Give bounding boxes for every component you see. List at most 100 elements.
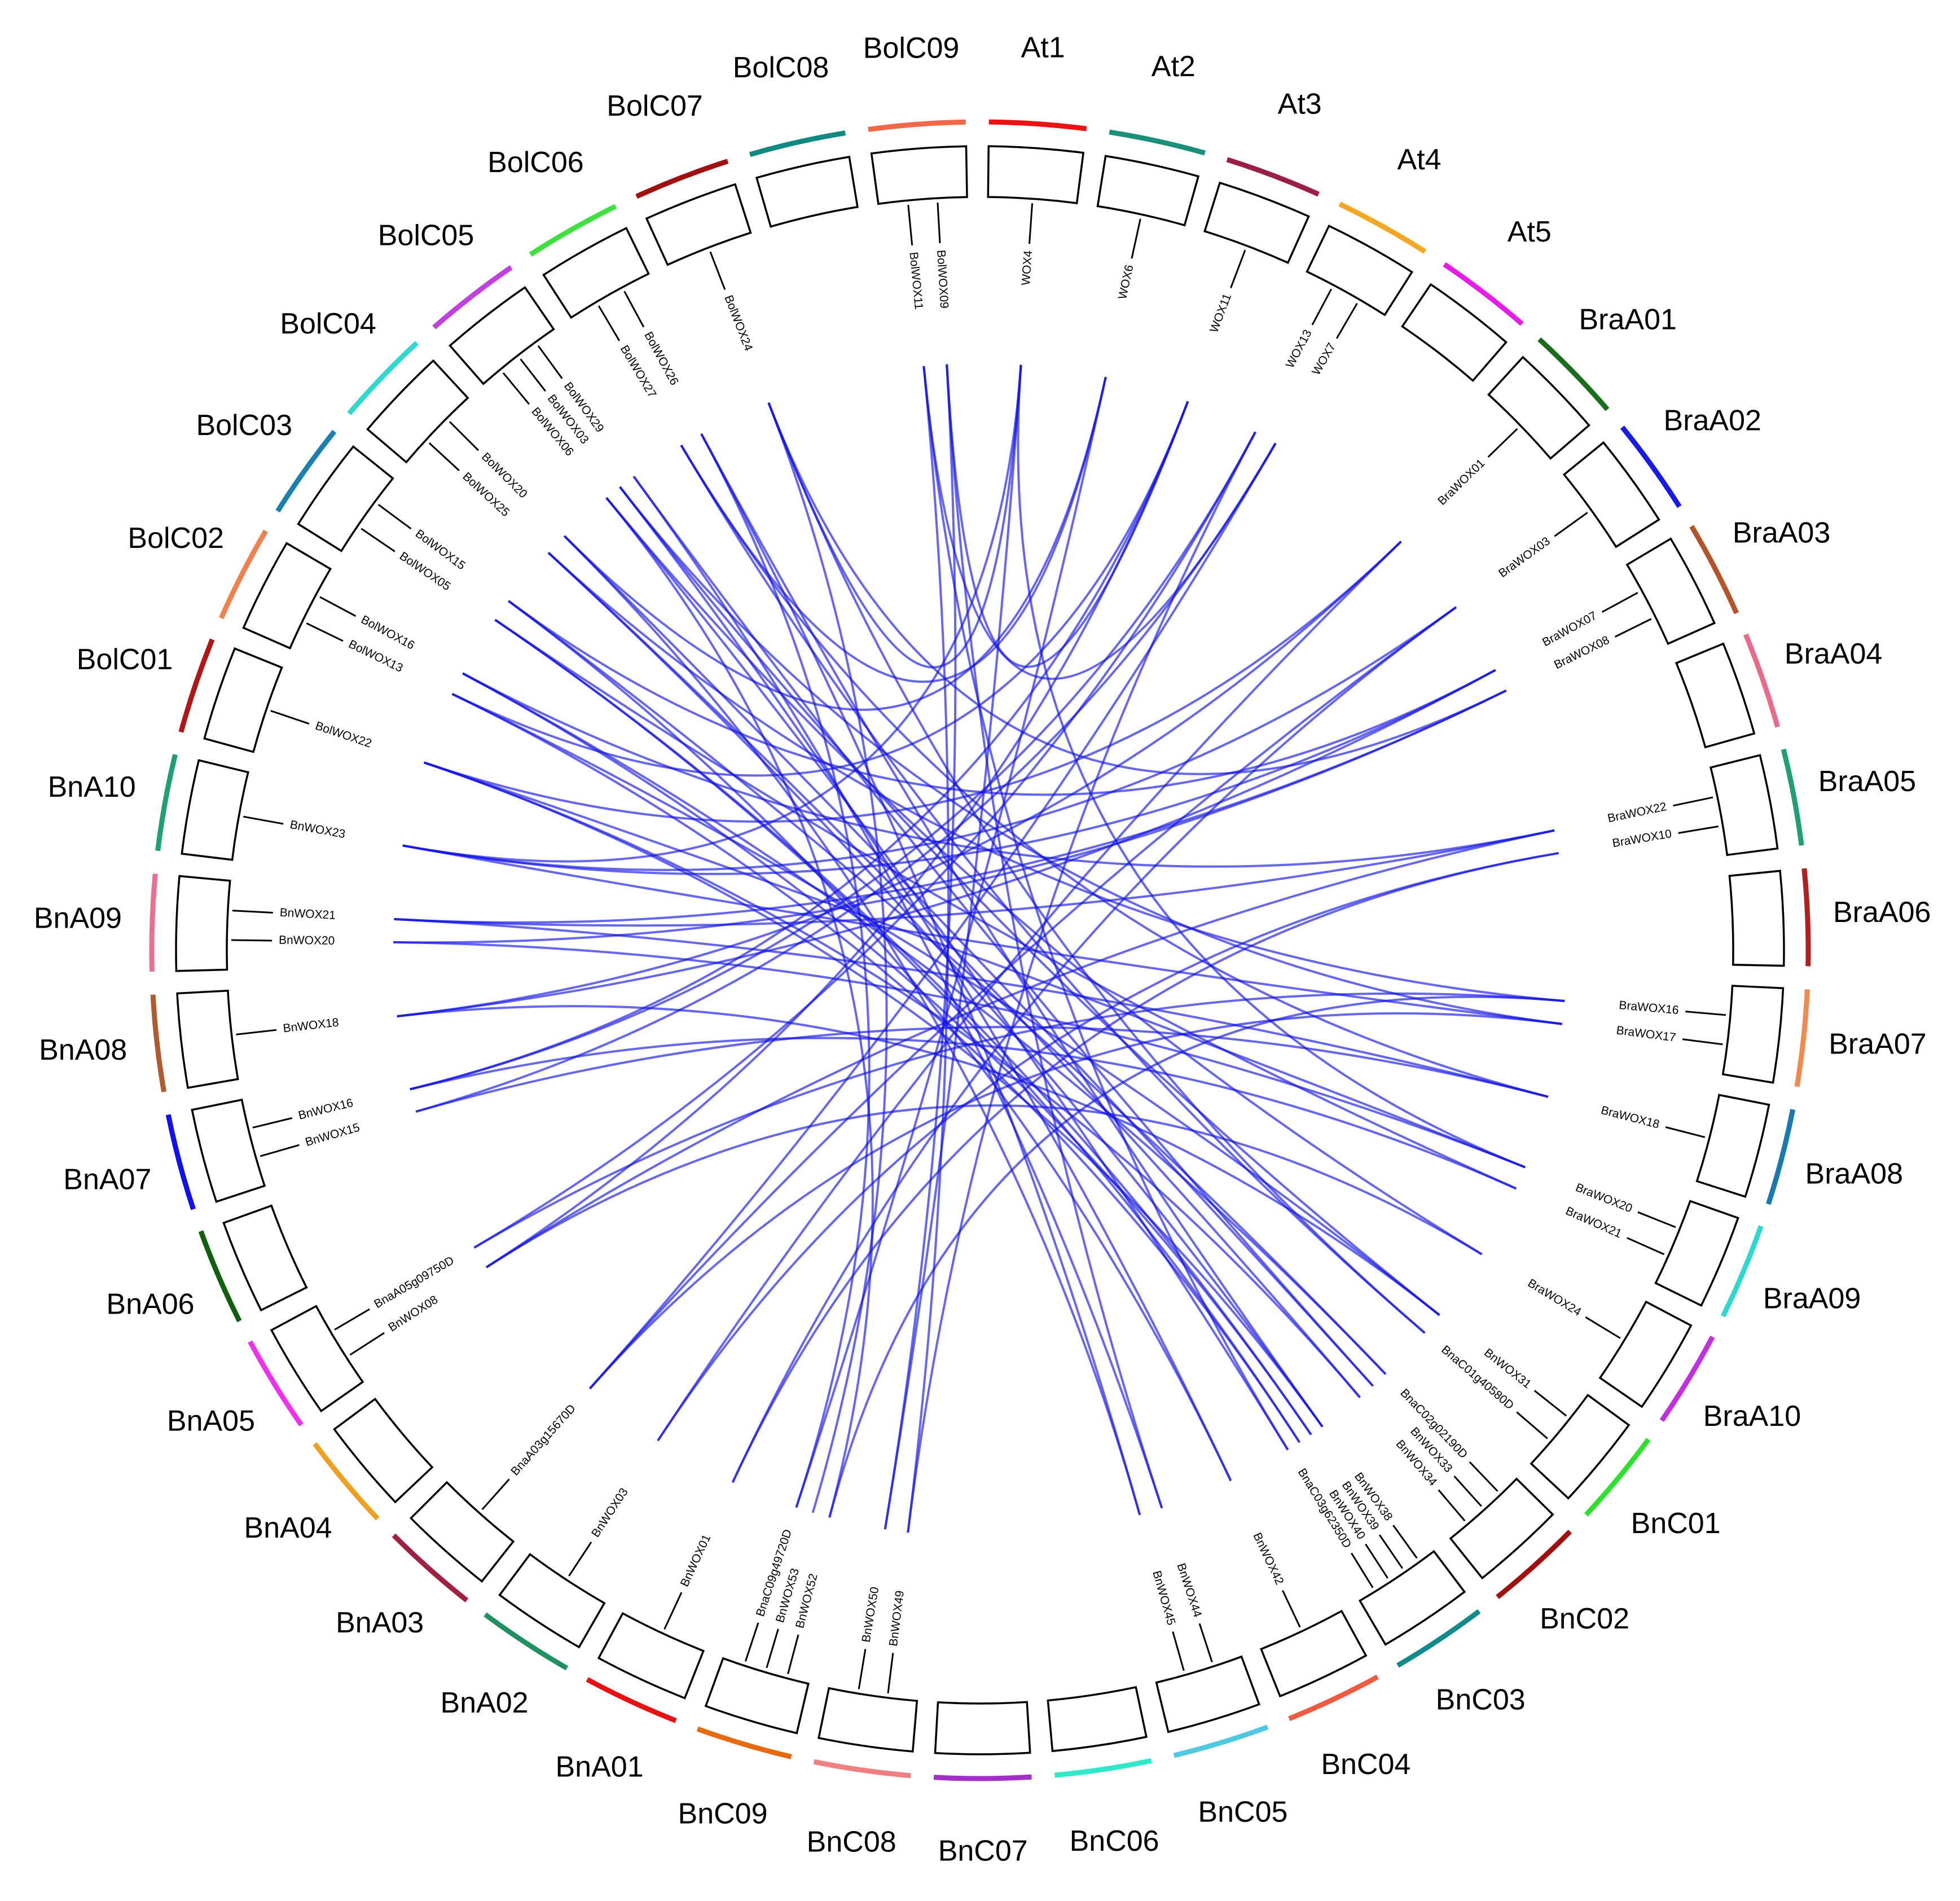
gene-leader [1172,1631,1185,1671]
chromosome-box [333,1397,434,1504]
chromosome-label: At3 [1278,87,1322,120]
chromosome-box [270,1305,364,1413]
link [700,433,1324,1428]
chromosome-color-arc [1781,748,1804,846]
gene-label: WOX4 [1019,250,1035,286]
chromosome-label: BnC01 [1631,1507,1721,1540]
chromosome-box [870,145,968,205]
gene-leader [236,1029,277,1035]
gene-leader [428,442,460,471]
link [767,402,888,1513]
chromosome-label: BraA01 [1579,303,1677,336]
chromosome-label: BnA05 [167,1405,255,1438]
gene-leader [1554,512,1588,537]
gene-leader [1601,592,1638,613]
gene-label: BnWOX23 [289,818,346,841]
gene-label: BnWOX16 [297,1096,354,1122]
chromosome-color-arc [1338,201,1427,254]
gene-leader [887,1653,894,1694]
chromosome-color-arc [1689,525,1739,614]
chromosome-box [1654,1200,1739,1307]
link [494,618,1312,1435]
gene-leader [306,622,344,642]
chromosome-label: BraA02 [1664,405,1761,437]
chromosome-box [1449,1477,1554,1580]
chromosome-label: BnA01 [556,1751,644,1784]
link [397,669,1496,1018]
link [423,541,1402,823]
gene-leader [1311,288,1333,326]
chromosome-box [1096,155,1200,227]
link [402,606,1457,871]
link [508,600,1387,1375]
chromosome-color-arc [1443,262,1524,326]
gene-label: BraWOX16 [1619,999,1680,1017]
chromosome-box [176,989,239,1089]
chromosome-box [987,145,1085,205]
link [485,401,1189,1268]
gene-leader [1131,218,1141,259]
chromosome-color-arc [198,1230,242,1323]
chromosome-box [1306,224,1414,317]
chromosome-label: BolC04 [280,308,376,340]
gene-label: BolWOX11 [907,252,925,310]
link [485,1104,1483,1268]
chromosome-label: BnC05 [1198,1795,1287,1828]
chromosome-label: BnA08 [39,1034,127,1066]
chromosome-color-arc [155,754,178,851]
link [410,1037,1517,1190]
gene-label: BnWOX18 [283,1016,340,1035]
gene-leader [663,1592,683,1630]
chromosome-color-arc [1109,129,1206,156]
gene-label: BnWOX45 [1150,1569,1177,1627]
chromosome-label: BolC02 [128,522,224,555]
chromosome-label: BnA03 [336,1606,424,1639]
chromosome-label: At4 [1398,143,1442,176]
gene-leader [1392,1525,1418,1559]
gene-label: BraWOX01 [1435,456,1487,507]
chromosome-color-arc [1720,1225,1764,1318]
chromosome-box [191,1098,266,1203]
link [922,366,1277,680]
gene-leader [270,710,310,725]
link [397,541,1402,1018]
chromosome-box [597,1612,705,1700]
chromosome-label: BolC09 [863,32,960,64]
chromosome-color-arc [275,429,337,513]
chromosome-box [1260,1609,1368,1698]
gene-leader [252,1117,293,1129]
gene-leader [361,528,395,552]
chromosome-color-arc [1537,337,1610,411]
gene-leader [260,1144,300,1157]
link [907,431,1256,1533]
chromosome-box [818,1687,919,1753]
link [680,376,1107,683]
link [884,364,957,1530]
gene-leader [1682,1038,1723,1046]
chromosome-label: BolC03 [196,409,292,442]
chromosome-color-arc [178,638,215,733]
gene-leader [481,1478,510,1511]
gene-label: WOX13 [1284,328,1315,371]
chromosome-color-arc [392,1533,469,1603]
gene-label: BnWOX49 [887,1590,907,1647]
chromosome-label: BraA07 [1829,1028,1926,1061]
chromosome-label: At1 [1021,32,1065,64]
gene-leader [1230,249,1246,288]
chromosome-color-arc [150,994,167,1092]
chromosome-label: BolC05 [378,219,474,252]
chromosome-color-arc [813,1759,911,1779]
chromosome-color-arc [988,119,1087,131]
gene-leader [1627,1237,1665,1255]
gene-leader [1614,618,1652,638]
gene-leader [232,910,273,914]
chromosome-box [409,1481,515,1583]
chromosome-label: BnA04 [244,1512,332,1544]
gene-label: BnWOX44 [1175,1562,1205,1619]
link [605,497,874,1518]
link [394,917,1549,1098]
gene-label: BolWOX24 [722,293,755,353]
chromosome-label: BnC08 [807,1825,896,1858]
gene-leader [1438,1489,1466,1522]
